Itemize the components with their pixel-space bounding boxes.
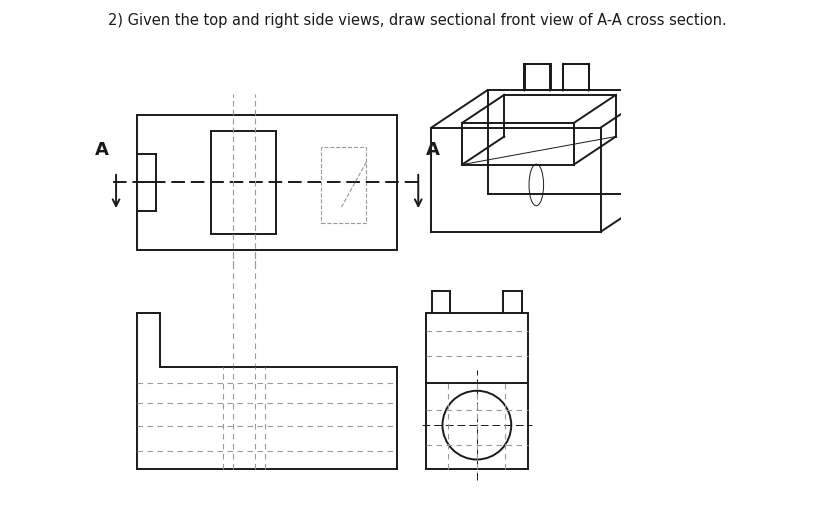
- Bar: [426, 313, 528, 469]
- Text: A: A: [94, 141, 108, 159]
- Bar: [320, 147, 366, 223]
- Text: A: A: [426, 141, 439, 159]
- Text: 2) Given the top and right side views, draw sectional front view of A-A cross se: 2) Given the top and right side views, d…: [108, 13, 727, 28]
- Bar: [137, 115, 397, 250]
- Bar: [211, 131, 276, 234]
